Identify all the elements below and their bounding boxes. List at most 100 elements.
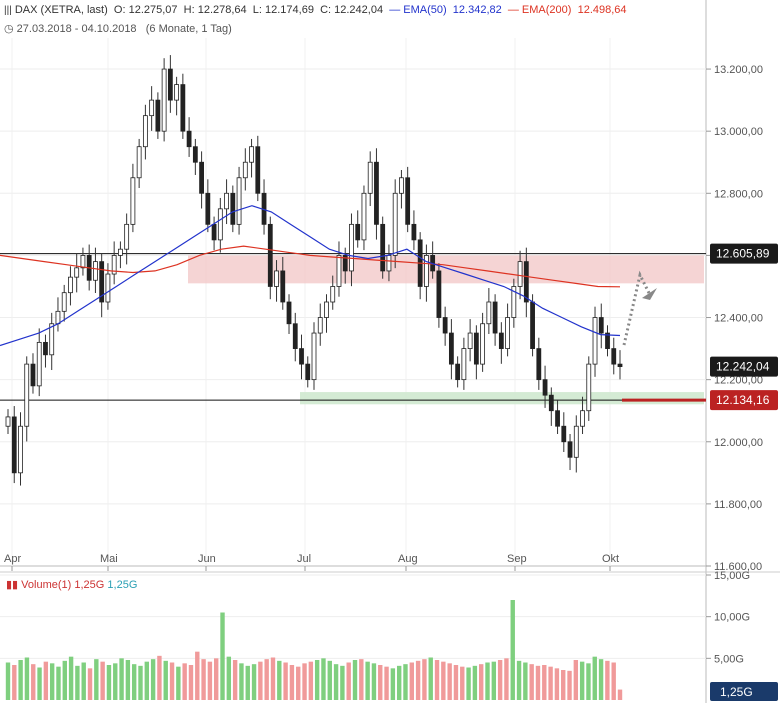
candle-down bbox=[305, 363, 311, 381]
volume-bar-down bbox=[182, 663, 187, 700]
candles bbox=[5, 55, 623, 486]
volume-bar-up bbox=[68, 656, 74, 700]
period: (6 Monate, 1 Tag) bbox=[145, 23, 232, 35]
candle-down bbox=[43, 341, 48, 356]
candle-down bbox=[192, 146, 198, 163]
volume-bar-up bbox=[491, 661, 497, 700]
candle-up bbox=[349, 223, 354, 272]
candle-down bbox=[611, 348, 617, 365]
low-value: 12.174,69 bbox=[265, 4, 314, 16]
support-zone bbox=[300, 392, 704, 405]
volume-bar-up bbox=[125, 660, 131, 700]
candle-up bbox=[592, 317, 598, 365]
volume-bar-up bbox=[113, 663, 118, 700]
volume-bar-up bbox=[472, 665, 478, 700]
volume-bar-down bbox=[573, 660, 579, 700]
x-tick-label: Apr bbox=[4, 553, 21, 565]
volume-bar-up bbox=[106, 665, 112, 700]
volume-bar-down bbox=[441, 661, 446, 700]
volume-bar-down bbox=[232, 660, 238, 700]
y-tick-label: 12.000,00 bbox=[714, 437, 763, 449]
price-badge-last-bg bbox=[710, 356, 778, 377]
candle-down bbox=[405, 177, 411, 225]
volume-bar-down bbox=[296, 666, 301, 700]
candle-up bbox=[367, 161, 373, 194]
candle-down bbox=[473, 332, 479, 365]
candle-down bbox=[30, 363, 36, 387]
candle-up bbox=[80, 255, 86, 269]
volume-bar-up bbox=[466, 667, 471, 700]
candle-up bbox=[324, 301, 329, 318]
candle-up bbox=[18, 425, 23, 474]
candle-down bbox=[448, 332, 454, 365]
candle-down bbox=[436, 270, 442, 318]
x-tick-label: Jul bbox=[297, 553, 311, 565]
x-tick-label: Mai bbox=[100, 553, 118, 565]
volume-bar-down bbox=[258, 661, 263, 700]
volume-bar-down bbox=[434, 660, 440, 700]
volume-value-red: 1,25G bbox=[74, 579, 105, 591]
candle-up bbox=[573, 425, 579, 458]
volume-bar-down bbox=[542, 665, 547, 700]
volume-bar-down bbox=[87, 668, 93, 700]
candle-down bbox=[255, 146, 261, 194]
volume-bar-down bbox=[283, 662, 288, 700]
volume-bar-up bbox=[144, 661, 150, 700]
volume-bar-down bbox=[188, 665, 194, 700]
candle-down bbox=[155, 99, 161, 132]
price-badge-support: 12.134,16 bbox=[716, 393, 770, 407]
candle-up bbox=[118, 248, 123, 256]
volume-badge: 1,25G bbox=[720, 685, 753, 699]
volume-bar-up bbox=[138, 665, 143, 700]
volume-bar-up bbox=[403, 664, 408, 700]
volume-bar-down bbox=[611, 662, 616, 700]
volume-bar-up bbox=[516, 660, 522, 700]
volume-header: ▮▮ Volume(1) 1,25G 1,25G bbox=[6, 578, 137, 591]
candle-down bbox=[380, 223, 386, 272]
volume-bar-down bbox=[561, 670, 566, 700]
candle-up bbox=[386, 255, 392, 272]
candle-up bbox=[74, 267, 80, 278]
candle-down bbox=[99, 261, 105, 303]
volume-bar-down bbox=[12, 665, 17, 700]
volume-bar-down bbox=[31, 664, 36, 700]
volume-bar-up bbox=[131, 664, 137, 700]
volume-bar-up bbox=[579, 661, 585, 700]
candle-up bbox=[55, 310, 61, 325]
y-tick-label: 12.400,00 bbox=[714, 313, 763, 325]
volume-bar-down bbox=[308, 661, 314, 700]
volume-bar-up bbox=[333, 664, 339, 700]
volume-bar-up bbox=[239, 663, 244, 700]
volume-bar-down bbox=[453, 665, 459, 700]
volume-bar-up bbox=[226, 656, 232, 700]
candle-down bbox=[299, 348, 304, 365]
candle-down bbox=[605, 332, 610, 349]
candle-down bbox=[342, 255, 348, 272]
volume-bar-up bbox=[176, 666, 181, 700]
candle-down bbox=[230, 192, 236, 225]
volume-bar-down bbox=[169, 662, 175, 700]
ema50-legend: — EMA(50) 12.342,82 bbox=[389, 4, 502, 16]
y-tick-label: 11.800,00 bbox=[714, 499, 762, 511]
candle-down bbox=[567, 441, 573, 458]
volume-bar-up bbox=[24, 657, 30, 700]
x-tick-label: Jun bbox=[198, 553, 216, 565]
volume-bar-down bbox=[346, 662, 351, 700]
volume-bar-up bbox=[592, 656, 597, 700]
candle-up bbox=[580, 410, 585, 427]
candle-down bbox=[523, 261, 529, 303]
candle-up bbox=[105, 273, 111, 303]
price-badge-resistance: 12.605,89 bbox=[716, 247, 770, 261]
volume-bar-up bbox=[485, 662, 490, 700]
volume-tick-label: 15,00G bbox=[714, 570, 750, 582]
candle-down bbox=[292, 323, 298, 349]
chart-header: ||| DAX (XETRA, last) O: 12.275,07 H: 12… bbox=[4, 4, 627, 16]
resistance-zone bbox=[188, 255, 704, 284]
open-value: 12.275,07 bbox=[128, 4, 178, 16]
candle-up bbox=[399, 177, 404, 194]
date-range: 27.03.2018 - 04.10.2018 bbox=[16, 23, 137, 35]
ema200-legend: — EMA(200) 12.498,64 bbox=[507, 4, 627, 16]
candle-down bbox=[530, 301, 535, 349]
candle-up bbox=[61, 292, 67, 312]
volume-tick-label: 5,00G bbox=[714, 653, 744, 665]
